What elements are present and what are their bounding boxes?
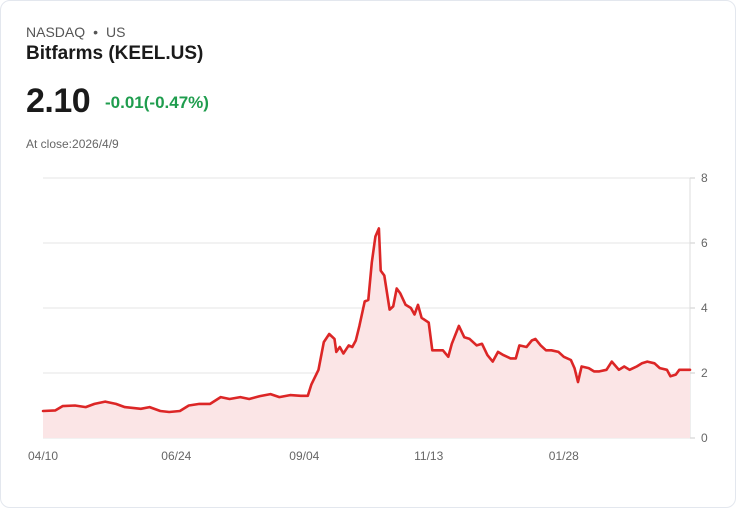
- current-price: 2.10: [26, 82, 91, 120]
- y-tick-label: 0: [701, 431, 708, 445]
- price-area: [43, 228, 690, 438]
- x-tick-label: 01/28: [549, 449, 579, 463]
- separator-dot: •: [93, 24, 99, 40]
- price-change: -0.01(-0.47%): [105, 93, 209, 112]
- x-tick-label: 09/04: [289, 449, 319, 463]
- x-tick-label: 06/24: [161, 449, 191, 463]
- price-line: [41, 227, 692, 414]
- y-tick-label: 8: [701, 171, 708, 185]
- exchange-line: NASDAQ • US: [26, 24, 125, 40]
- region: US: [106, 24, 126, 40]
- exchange-name: NASDAQ: [26, 24, 86, 40]
- close-date: At close:2026/4/9: [26, 137, 119, 151]
- y-tick-label: 6: [701, 236, 708, 250]
- stock-title: Bitfarms (KEEL.US): [26, 43, 204, 64]
- x-tick-label: 11/13: [414, 449, 443, 463]
- y-tick-label: 4: [701, 301, 708, 315]
- x-tick-label: 04/10: [28, 449, 58, 463]
- y-tick-label: 2: [701, 366, 708, 380]
